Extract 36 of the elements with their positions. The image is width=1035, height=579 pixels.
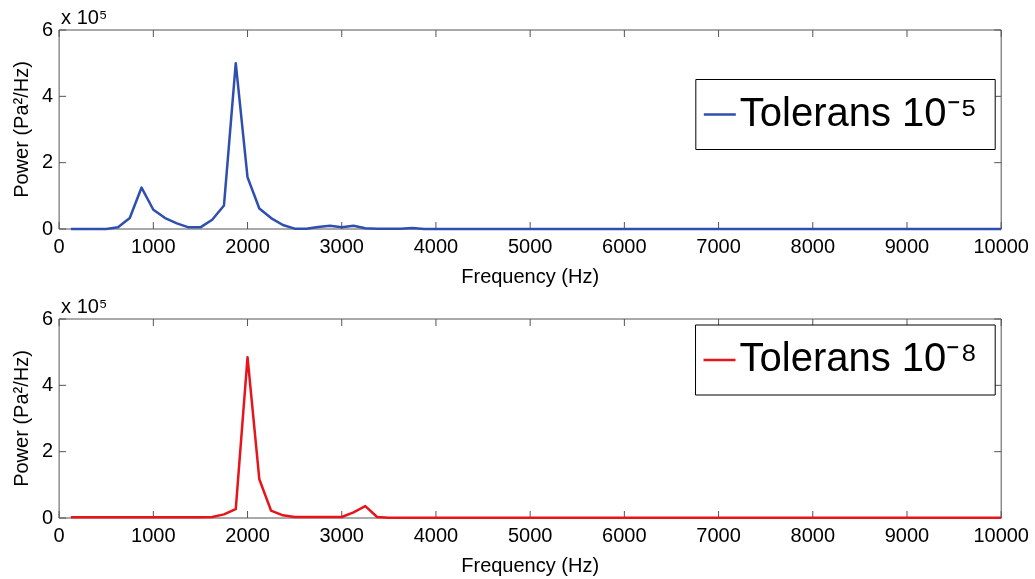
- x-axis-title: Frequency (Hz): [461, 553, 600, 576]
- legend-label: Tolerans 10⁻⁵: [739, 89, 978, 134]
- y-tick-label: 2: [42, 439, 54, 462]
- x-tick-label: 6000: [602, 234, 647, 257]
- y-tick-label: 4: [42, 372, 54, 395]
- y-tick-label: 2: [42, 150, 54, 173]
- x-tick-label: 2000: [225, 523, 270, 546]
- legend-label: Tolerans 10⁻⁸: [739, 335, 978, 380]
- x-tick-label: 10000: [973, 234, 1029, 257]
- x-tick-label: 9000: [884, 234, 930, 257]
- text: x 10⁵: [61, 5, 108, 28]
- x-tick-label: 4000: [413, 234, 459, 257]
- y-axis-title: Power (Pa²/Hz): [9, 350, 32, 487]
- x-tick-label: 8000: [790, 523, 836, 546]
- x-tick-label: 1000: [131, 523, 176, 546]
- x-tick-label: 9000: [884, 523, 930, 546]
- x-tick-label: 7000: [696, 523, 741, 546]
- x-tick-label: 7000: [696, 234, 741, 257]
- y-tick-label: 0: [42, 505, 54, 528]
- x-tick-label: 3000: [319, 234, 364, 257]
- x-tick-label: 3000: [319, 523, 364, 546]
- y-tick-label: 6: [42, 306, 54, 329]
- x-tick-label: 10000: [973, 523, 1029, 546]
- x-axis-title: Frequency (Hz): [461, 264, 600, 287]
- x-tick-label: 2000: [225, 234, 270, 257]
- text: x 10⁵: [61, 294, 108, 317]
- x-tick-label: 6000: [602, 523, 647, 546]
- x-tick-label: 8000: [790, 234, 836, 257]
- y-tick-label: 0: [42, 216, 54, 239]
- x-tick-label: 4000: [413, 523, 459, 546]
- y-tick-label: 4: [42, 83, 54, 106]
- x-tick-label: 5000: [507, 234, 553, 257]
- y-axis-title: Power (Pa²/Hz): [9, 61, 32, 198]
- x-tick-label: 5000: [507, 523, 553, 546]
- y-tick-label: 6: [42, 17, 54, 40]
- x-tick-label: 1000: [131, 234, 176, 257]
